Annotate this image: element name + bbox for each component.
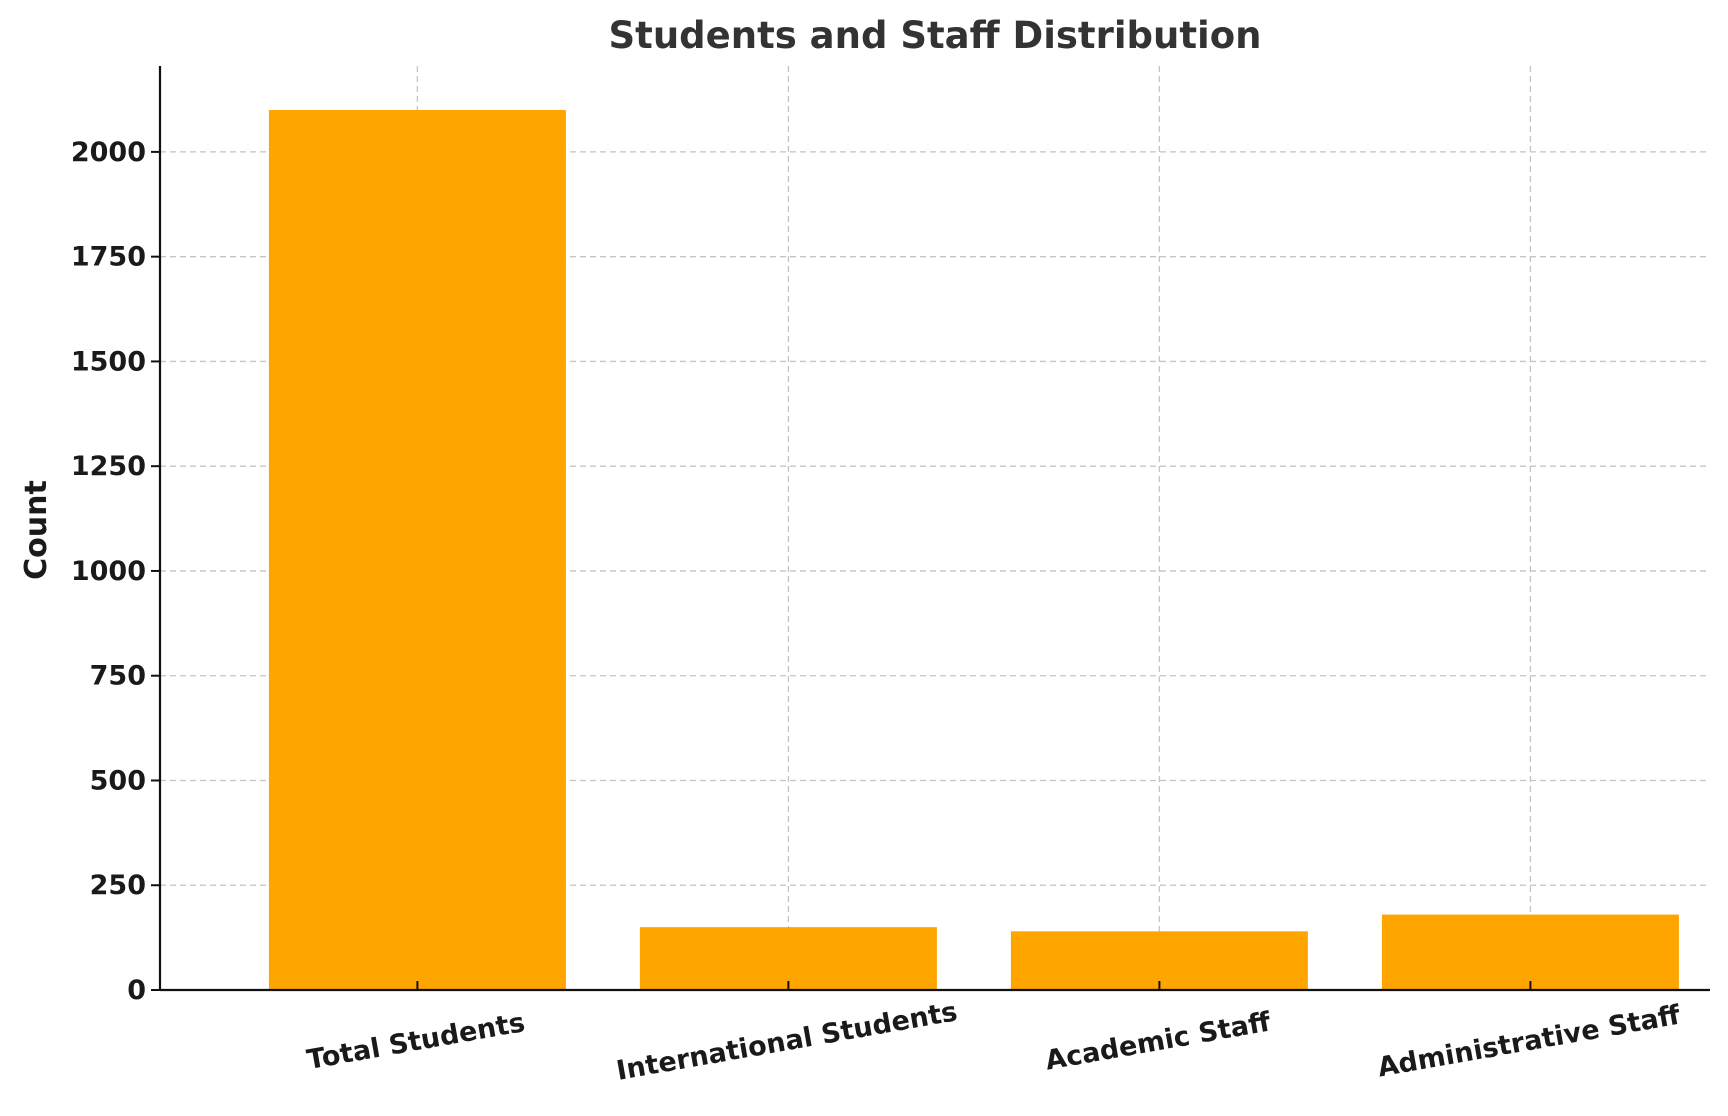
y-tick-label: 250 — [90, 870, 146, 901]
x-tick-label: Academic Staff — [1043, 1006, 1274, 1076]
bar-academic-staff — [1010, 931, 1308, 990]
y-tick-label: 1750 — [71, 242, 146, 273]
y-tick-label: 1250 — [71, 451, 146, 482]
y-tick-label: 0 — [127, 975, 146, 1006]
chart-title: Students and Staff Distribution — [608, 14, 1261, 57]
grid — [151, 66, 1710, 991]
bar-total-students — [268, 110, 566, 990]
bar-international-students — [639, 927, 937, 990]
bars — [268, 110, 1679, 990]
bar-administrative-staff — [1381, 914, 1679, 990]
y-tick-label: 2000 — [71, 137, 146, 168]
y-tick-label: 1500 — [71, 346, 146, 377]
axes — [158, 66, 1710, 992]
y-axis-label: Count — [19, 480, 54, 580]
y-tick-label: 750 — [90, 661, 146, 692]
x-tick-label: International Students — [614, 996, 960, 1087]
y-tick-label: 500 — [90, 765, 146, 796]
x-tick-label: Administrative Staff — [1375, 1000, 1683, 1084]
x-tick-label: Total Students — [305, 1007, 528, 1076]
y-tick-label: 1000 — [71, 556, 146, 587]
